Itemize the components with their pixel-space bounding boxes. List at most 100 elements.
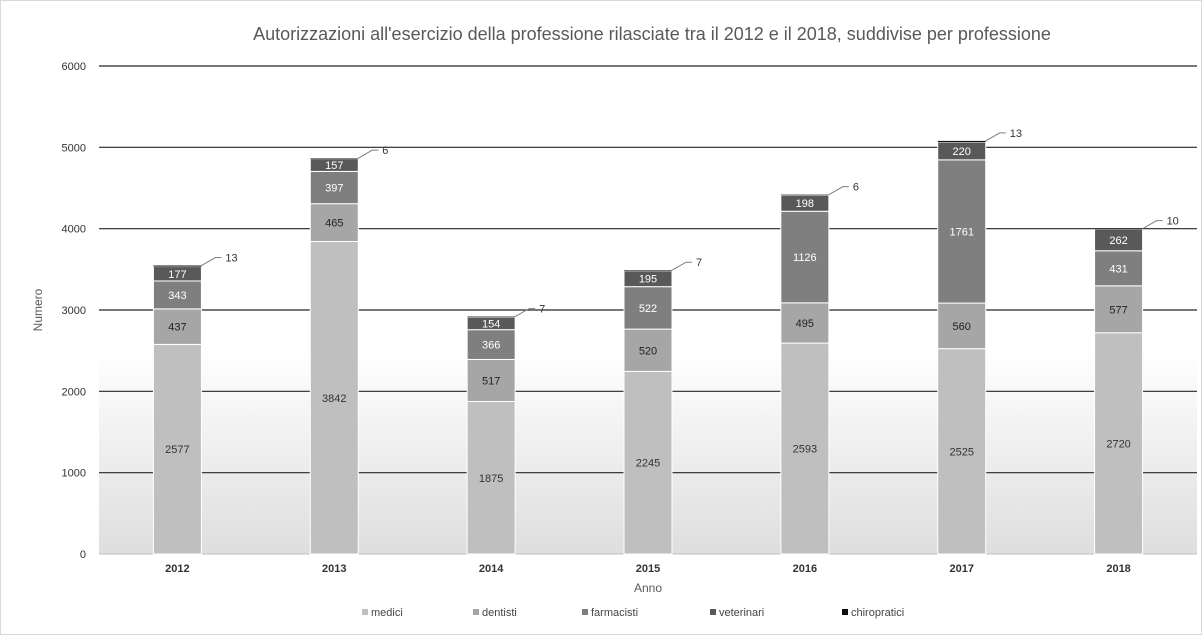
data-label: 177 <box>168 269 186 281</box>
data-label: 560 <box>953 321 971 333</box>
bar-segment <box>466 358 516 402</box>
data-label-leader <box>1142 220 1163 230</box>
legend-swatch <box>362 609 368 615</box>
data-label: 431 <box>1109 263 1127 275</box>
legend-label: veterinari <box>719 607 764 619</box>
bar-segment <box>780 194 829 196</box>
data-label: 262 <box>1109 235 1127 247</box>
data-label: 495 <box>796 318 814 330</box>
bar-segment <box>466 329 516 360</box>
legend-item: veterinari <box>710 607 764 619</box>
data-label: 13 <box>225 253 237 265</box>
bar-segment <box>937 159 987 304</box>
bar-segment <box>153 265 202 267</box>
data-label: 10 <box>1167 216 1179 228</box>
x-tick-label: 2015 <box>636 563 660 575</box>
y-tick-label: 3000 <box>62 305 86 317</box>
data-label: 1761 <box>949 226 973 238</box>
legend-item: chiropratici <box>842 607 904 619</box>
data-label: 195 <box>639 274 657 286</box>
legend-label: medici <box>371 607 403 619</box>
data-label: 3842 <box>322 393 346 405</box>
legend-swatch <box>842 609 848 615</box>
data-label: 198 <box>796 198 814 210</box>
bars <box>152 140 1144 555</box>
y-tick-label: 4000 <box>62 224 86 236</box>
data-label: 577 <box>1109 304 1127 316</box>
bar-segment <box>309 241 359 555</box>
data-label: 520 <box>639 345 657 357</box>
bar-segment <box>780 302 830 344</box>
bar-segment <box>152 308 202 345</box>
bar-segment <box>1094 250 1144 287</box>
data-label-leader <box>514 308 536 318</box>
x-tick-label: 2012 <box>165 563 189 575</box>
x-tick-label: 2018 <box>1106 563 1130 575</box>
data-label: 465 <box>325 218 343 230</box>
data-label-leader <box>201 257 222 266</box>
legend-label: chiropratici <box>851 607 904 619</box>
data-label: 522 <box>639 303 657 315</box>
data-label: 6 <box>853 182 859 194</box>
x-tick-label: 2017 <box>949 563 973 575</box>
data-label-leader <box>828 186 849 196</box>
data-label: 13 <box>1010 128 1022 140</box>
bar-segment <box>152 343 202 555</box>
bar-segment <box>1094 285 1144 334</box>
legend-swatch <box>582 609 588 615</box>
y-axis-title: Numero <box>31 288 45 331</box>
y-tick-label: 6000 <box>62 61 86 73</box>
legend-item: medici <box>362 607 403 619</box>
bar-segment <box>624 270 672 271</box>
data-label: 2593 <box>793 444 817 456</box>
data-label: 366 <box>482 340 500 352</box>
data-label: 7 <box>539 304 545 316</box>
data-label: 2720 <box>1106 438 1130 450</box>
legend-label: farmacisti <box>591 607 638 619</box>
y-tick-label: 1000 <box>62 468 86 480</box>
data-label-leader <box>671 261 692 271</box>
bar-segment <box>937 302 987 350</box>
bar-segment <box>623 370 673 555</box>
bar-segment <box>467 316 516 318</box>
legend: medici dentisti farmacisti veterinari chirop… <box>362 607 904 619</box>
data-label: 343 <box>168 290 186 302</box>
data-label: 157 <box>325 160 343 172</box>
bar-segment <box>937 140 986 142</box>
bar-segment <box>310 158 359 159</box>
bar-segment <box>152 280 202 310</box>
y-tick-label: 5000 <box>62 142 86 154</box>
data-label: 6 <box>382 145 388 157</box>
x-axis-categories: 2012 2013 2014 2015 2016 2017 2018 <box>165 563 1131 575</box>
data-label: 397 <box>325 183 343 195</box>
data-label: 1126 <box>793 252 817 264</box>
bar-segment <box>780 210 830 304</box>
bar-segment <box>937 348 987 555</box>
legend-swatch <box>710 609 716 615</box>
data-label: 437 <box>168 322 186 334</box>
data-label: 517 <box>482 375 500 387</box>
data-label: 2577 <box>165 444 189 456</box>
x-tick-label: 2016 <box>793 563 817 575</box>
bar-segment <box>466 401 516 555</box>
data-label: 7 <box>696 257 702 269</box>
data-label: 2245 <box>636 458 660 470</box>
y-tick-label: 0 <box>80 549 86 561</box>
data-label-leader <box>985 132 1006 142</box>
y-axis-ticks: 0 1000 2000 3000 4000 5000 6000 <box>62 61 86 561</box>
legend-swatch <box>473 609 479 615</box>
data-labels: 2577 437 343 177 13 3842 465 397 157 6 1875 517 366 1… <box>165 128 1179 485</box>
data-label-leader <box>358 149 379 159</box>
data-label: 1875 <box>479 473 503 485</box>
y-tick-label: 2000 <box>62 386 86 398</box>
data-label: 154 <box>482 318 500 330</box>
x-tick-label: 2013 <box>322 563 346 575</box>
legend-label: dentisti <box>482 607 517 619</box>
bar-segment <box>1094 228 1143 230</box>
data-label: 220 <box>953 146 971 158</box>
data-label: 2525 <box>949 446 973 458</box>
x-tick-label: 2014 <box>479 563 504 575</box>
bar-segment <box>623 328 673 372</box>
